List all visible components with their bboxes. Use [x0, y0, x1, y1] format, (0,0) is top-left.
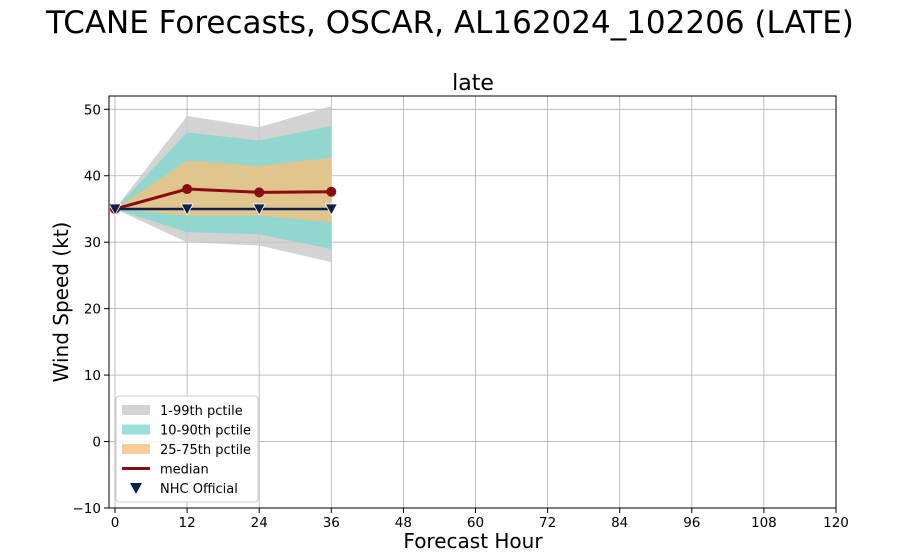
legend-swatch-10-90th-pctile [122, 424, 150, 435]
x-tick-label: 96 [683, 515, 700, 531]
y-tick-label: 10 [84, 368, 101, 384]
legend-box [115, 395, 259, 503]
x-tick-label: 108 [751, 515, 777, 531]
x-tick-label: 48 [395, 515, 412, 531]
legend-label-25-75th-pctile: 25-75th pctile [160, 443, 251, 458]
x-tick-label: 120 [823, 515, 849, 531]
median-line [114, 187, 332, 211]
y-tick-label: 0 [92, 435, 101, 451]
legend-label-10-90th-pctile: 10-90th pctile [160, 424, 251, 439]
median-point [254, 187, 265, 198]
x-tick-label: 72 [539, 515, 556, 531]
x-tick-label: 24 [251, 515, 268, 531]
x-tick-label: 60 [467, 515, 484, 531]
bands [115, 105, 332, 263]
legend-swatch-nhc-official [130, 483, 142, 494]
plot-frame [108, 95, 837, 509]
chart-title: late [452, 71, 494, 96]
legend-label-median: median [160, 463, 209, 478]
x-tick-label: 36 [323, 515, 340, 531]
nhc-official-point [108, 203, 122, 216]
median-point [326, 186, 337, 197]
legend-label-nhc-official: NHC Official [160, 482, 238, 497]
median-point [182, 184, 193, 195]
x-tick-label: 12 [179, 515, 196, 531]
nhc-official-point [252, 203, 266, 216]
y-tick-label: 20 [84, 302, 101, 318]
legend-swatch-25-75th-pctile [122, 444, 150, 454]
y-tick-label: 50 [84, 102, 101, 118]
y-axis-label: Wind Speed (kt) [49, 222, 73, 383]
series [108, 184, 338, 216]
x-tick-label: 84 [611, 515, 628, 531]
chart-suptitle: TCANE Forecasts, OSCAR, AL162024_102206 … [45, 5, 854, 41]
x-axis-label: Forecast Hour [403, 529, 543, 553]
y-tick-label: −10 [73, 501, 102, 517]
legend-swatch-1-99th-pctile [122, 405, 150, 415]
x-tick-label: 0 [111, 515, 120, 531]
nhc-official-point [180, 203, 194, 216]
y-ticks: −10 0 10 20 30 40 50 [73, 102, 109, 517]
y-tick-label: 40 [84, 169, 101, 185]
legend-label-1-99th-pctile: 1-99th pctile [160, 404, 243, 419]
x-ticks: 0 12 24 36 48 60 72 84 96 108 120 [111, 508, 849, 531]
nhc-official-point [324, 203, 338, 216]
y-tick-label: 30 [84, 235, 101, 251]
legend: 1-99th pctile 10-90th pctile 25-75th pctil… [115, 395, 259, 503]
